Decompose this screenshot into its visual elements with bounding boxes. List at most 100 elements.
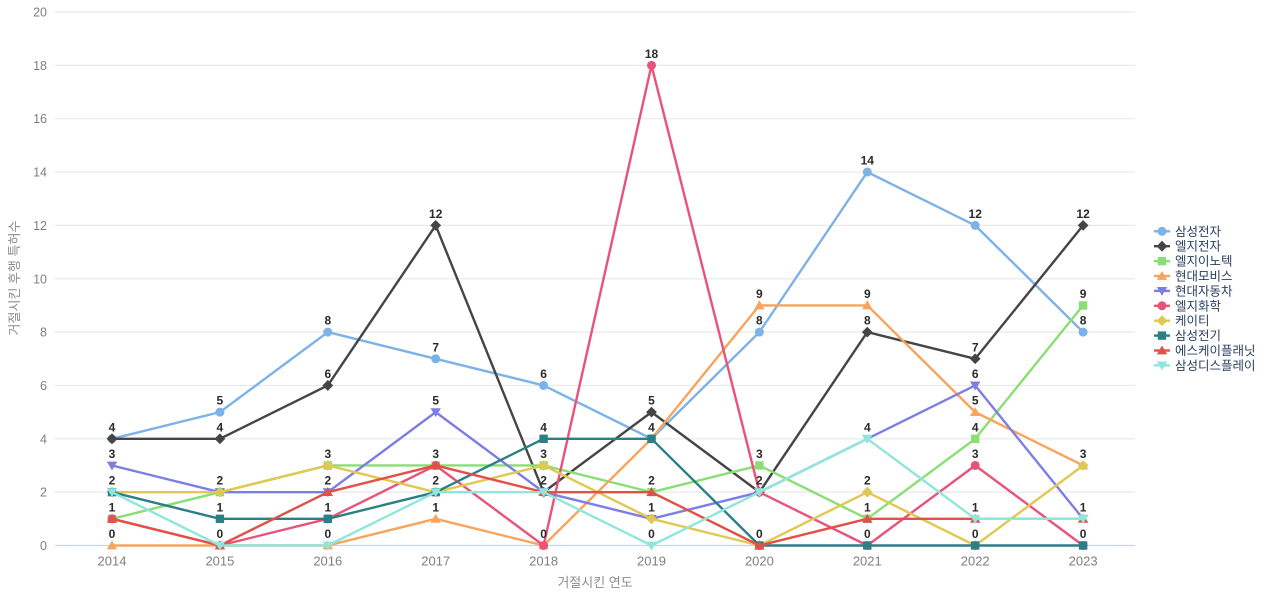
- legend-item-삼성디스플레이[interactable]: 삼성디스플레이: [1154, 359, 1256, 373]
- x-tick-label: 2016: [313, 554, 342, 569]
- series-marker: [861, 326, 873, 338]
- data-label: 0: [756, 527, 763, 541]
- legend-item-케이티[interactable]: 케이티: [1154, 314, 1210, 328]
- data-label: 0: [540, 527, 547, 541]
- data-label: 3: [972, 447, 979, 461]
- legend: 삼성전자엘지전자엘지이노텍현대모비스현대자동차엘지화학케이티삼성전기에스케이플래…: [1154, 225, 1256, 373]
- series-marker: [430, 460, 441, 470]
- series-line: [110, 464, 1085, 547]
- series-line: [110, 170, 1085, 440]
- y-tick-label: 14: [33, 166, 47, 180]
- data-label: 3: [324, 447, 331, 461]
- legend-item-엘지이노텍[interactable]: 엘지이노텍: [1154, 255, 1233, 269]
- data-label: 0: [109, 527, 116, 541]
- data-label: 3: [540, 447, 547, 461]
- series-marker: [214, 486, 226, 498]
- x-tick-label: 2014: [98, 554, 127, 569]
- data-label: 9: [1080, 287, 1087, 301]
- y-tick-label: 8: [40, 326, 47, 340]
- x-axis-tick-labels: 2014 2015 2016 2017 2018 2019 2020 2021 2022 2023: [98, 554, 1098, 569]
- data-label: 2: [756, 474, 763, 488]
- data-label: 12: [969, 207, 983, 221]
- series-marker: [647, 434, 656, 443]
- data-label: 4: [540, 420, 547, 434]
- series-marker: [431, 354, 441, 364]
- series-marker: [322, 487, 333, 497]
- legend-label: 삼성전기: [1175, 329, 1221, 343]
- series-marker: [754, 488, 765, 498]
- legend-item-삼성전기[interactable]: 삼성전기: [1154, 329, 1221, 343]
- legend-item-현대모비스[interactable]: 현대모비스: [1154, 270, 1233, 284]
- data-label: 4: [109, 420, 116, 434]
- data-label: 0: [972, 527, 979, 541]
- series-marker: [863, 541, 872, 550]
- data-label: 3: [432, 447, 439, 461]
- data-label: 0: [324, 527, 331, 541]
- data-label: 0: [217, 527, 224, 541]
- data-label: 5: [432, 394, 439, 408]
- series-marker: [1077, 220, 1089, 231]
- x-tick-label: 2022: [961, 554, 990, 569]
- legend-item-현대자동차[interactable]: 현대자동차: [1154, 284, 1233, 298]
- series-marker: [646, 487, 657, 497]
- legend-label: 케이티: [1175, 314, 1210, 328]
- x-axis-title: 거절시킨 연도: [557, 575, 632, 590]
- legend-label: 현대자동차: [1175, 284, 1233, 298]
- data-label: 1: [432, 500, 439, 514]
- x-tick-label: 2021: [853, 554, 882, 569]
- data-label: 1: [217, 500, 224, 514]
- data-label: 8: [756, 314, 763, 328]
- data-label: 12: [1076, 207, 1090, 221]
- y-axis-tick-labels: 0 2 4 6 8 10 12 14 16 18 20: [33, 6, 47, 554]
- series-marker: [647, 60, 656, 70]
- series-line: [110, 304, 1085, 547]
- legend-item-에스케이플래닛[interactable]: 에스케이플래닛: [1154, 344, 1256, 358]
- series-marker: [754, 327, 764, 337]
- legend-item-엘지전자[interactable]: 엘지전자: [1154, 240, 1222, 254]
- data-label: 4: [864, 420, 871, 434]
- data-label: 7: [972, 340, 979, 354]
- series-marker: [969, 353, 981, 365]
- legend-label: 엘지이노텍: [1175, 255, 1233, 269]
- series-marker: [1078, 301, 1088, 310]
- series-marker: [538, 488, 549, 498]
- data-label: 3: [109, 447, 116, 461]
- series-marker: [862, 167, 872, 177]
- x-tick-label: 2018: [529, 554, 558, 569]
- legend-marker-circle-icon: [1157, 301, 1167, 311]
- series-marker: [646, 513, 657, 525]
- data-label: 2: [864, 474, 871, 488]
- y-tick-label: 16: [33, 112, 47, 126]
- series-marker: [754, 300, 765, 310]
- series-marker: [430, 220, 442, 231]
- series-현대모비스: [106, 300, 1089, 550]
- series-marker: [430, 513, 441, 523]
- series-marker: [214, 541, 226, 551]
- data-label: 2: [540, 474, 547, 488]
- legend-marker-triangle-up-icon: [1156, 271, 1168, 280]
- series-marker: [322, 380, 334, 391]
- series-엘지화학: [107, 60, 1088, 550]
- y-tick-label: 6: [40, 379, 47, 393]
- legend-item-삼성전자[interactable]: 삼성전자: [1154, 225, 1222, 239]
- series-marker: [861, 486, 873, 498]
- data-label: 8: [324, 314, 331, 328]
- series-marker: [106, 513, 118, 523]
- series-marker: [539, 541, 549, 550]
- series-marker: [106, 433, 118, 445]
- series-marker: [970, 220, 980, 230]
- data-label: 6: [972, 367, 979, 381]
- y-tick-label: 4: [40, 432, 47, 446]
- legend-item-엘지화학[interactable]: 엘지화학: [1154, 299, 1222, 313]
- y-tick-label: 12: [33, 219, 47, 233]
- series-marker: [1078, 541, 1088, 550]
- series-marker: [970, 514, 981, 524]
- series-marker: [646, 406, 657, 418]
- data-label: 2: [217, 474, 224, 488]
- data-label: 2: [648, 474, 655, 488]
- legend-marker-triangle-down-icon: [1156, 361, 1168, 371]
- legend-label: 현대모비스: [1175, 270, 1233, 284]
- series-marker: [1077, 460, 1089, 471]
- series-marker: [323, 327, 333, 337]
